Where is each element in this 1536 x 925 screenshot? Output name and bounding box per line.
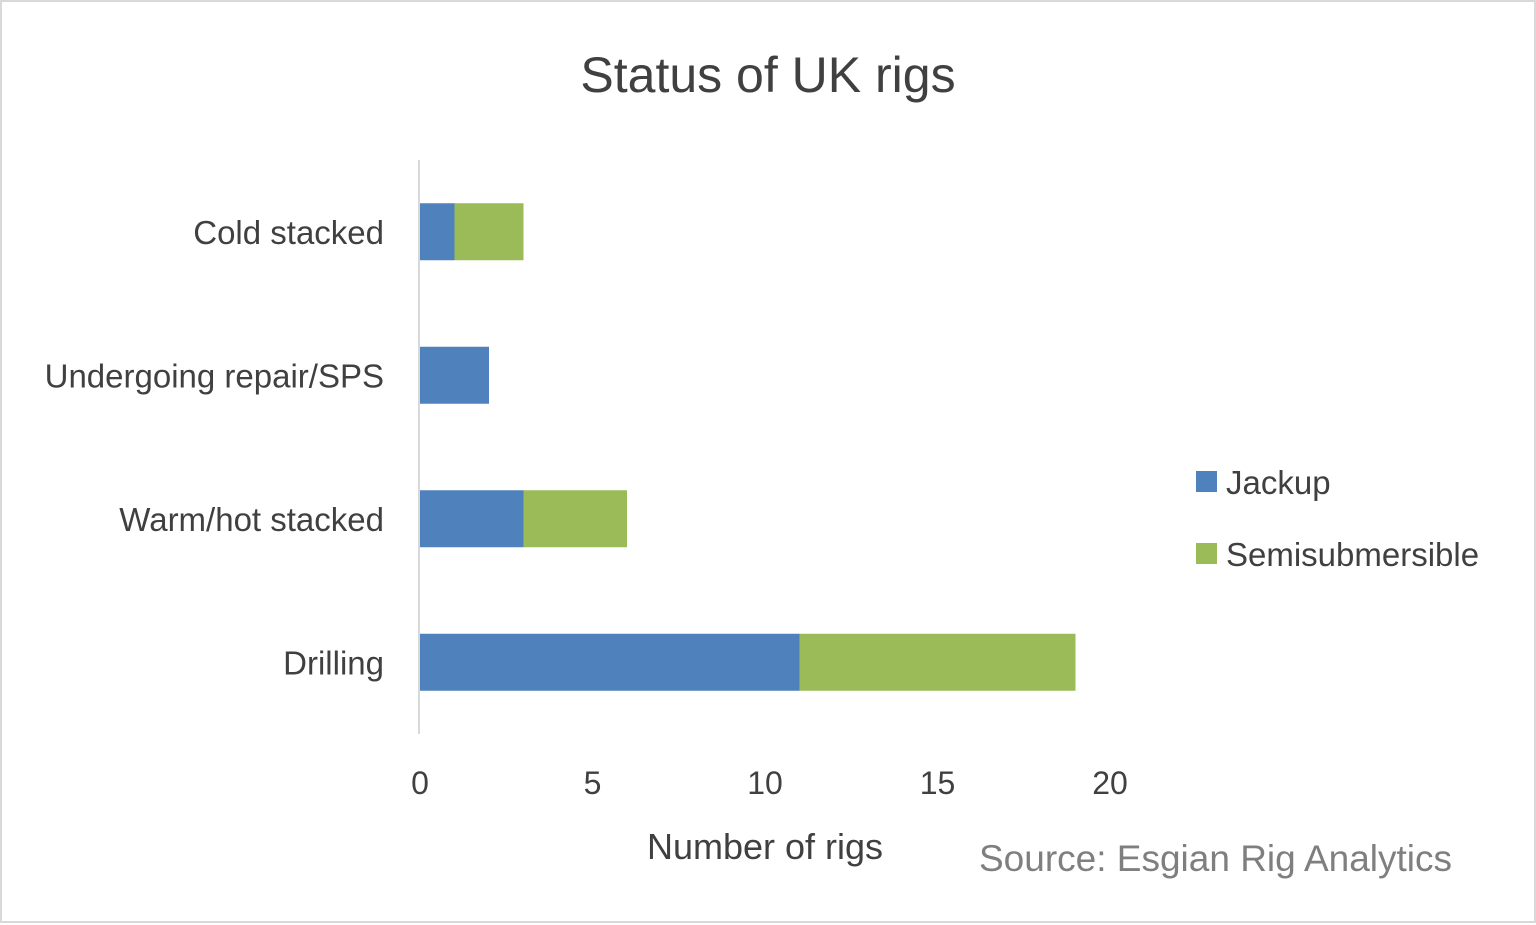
x-tick-label: 5: [584, 765, 602, 801]
x-tick-labels: 0 5 10 15 20: [411, 765, 1128, 801]
bars: [420, 203, 1076, 691]
bar-jackup-warm-hot-stacked: [420, 490, 524, 548]
bar-semisubmersible-warm-hot-stacked: [523, 490, 627, 548]
bar-jackup-drilling: [420, 633, 800, 691]
category-label: Drilling: [283, 644, 384, 681]
x-tick-label: 15: [920, 765, 956, 801]
bar-semisubmersible-cold-stacked: [454, 203, 524, 261]
category-label: Warm/hot stacked: [119, 501, 384, 538]
bar-jackup-cold-stacked: [420, 203, 455, 261]
legend-label-semisubmersible: Semisubmersible: [1226, 536, 1479, 573]
category-label: Undergoing repair/SPS: [45, 357, 384, 394]
legend: Jackup Semisubmersible: [1196, 464, 1479, 573]
legend-label-jackup: Jackup: [1226, 464, 1331, 501]
category-label: Cold stacked: [193, 214, 384, 251]
x-tick-label: 0: [411, 765, 429, 801]
legend-swatch-semisubmersible: [1196, 543, 1217, 564]
source-annotation: Source: Esgian Rig Analytics: [979, 838, 1452, 879]
legend-swatch-jackup: [1196, 471, 1217, 492]
category-labels: Drilling Warm/hot stacked Undergoing repai…: [45, 214, 384, 682]
x-tick-label: 20: [1092, 765, 1128, 801]
x-tick-label: 10: [747, 765, 783, 801]
chart-title: Status of UK rigs: [580, 47, 955, 103]
bar-semisubmersible-drilling: [799, 633, 1076, 691]
bar-jackup-undergoing-repair-sps: [420, 346, 489, 404]
x-axis-title: Number of rigs: [647, 826, 883, 867]
